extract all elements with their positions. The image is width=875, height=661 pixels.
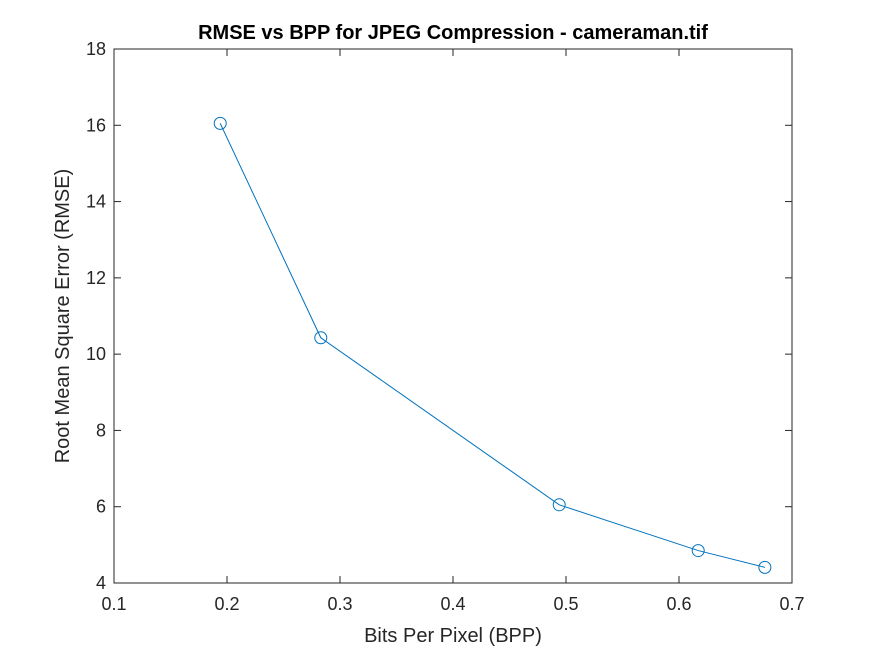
data-point-marker	[758, 560, 772, 574]
y-tick-label: 16	[86, 115, 106, 135]
y-tick-label: 4	[96, 573, 106, 593]
series-line	[219, 123, 766, 568]
y-axis-label: Root Mean Square Error (RMSE)	[52, 169, 74, 464]
y-tick-label: 6	[96, 497, 106, 517]
x-tick-label: 0.2	[214, 594, 239, 614]
x-tick-label: 0.6	[666, 594, 691, 614]
x-tick-label: 0.1	[101, 594, 126, 614]
y-tick-label: 10	[86, 344, 106, 364]
data-series	[213, 116, 772, 574]
y-tick-label: 18	[86, 39, 106, 59]
x-tick-label: 0.4	[440, 594, 465, 614]
data-point-marker	[213, 116, 227, 130]
x-tick-label: 0.5	[553, 594, 578, 614]
data-point-marker	[552, 498, 566, 512]
plot-area	[114, 49, 792, 583]
data-point-marker	[691, 544, 705, 558]
data-point-marker	[314, 331, 328, 345]
y-tick-label: 12	[86, 268, 106, 288]
x-tick-label: 0.7	[779, 594, 804, 614]
chart-title: RMSE vs BPP for JPEG Compression - camer…	[198, 22, 708, 44]
tick-labels: 0.1 0.2 0.3 0.4 0.5 0.6 0.7 4 6 8 10 12 14 16 18	[86, 39, 805, 614]
axes-box	[113, 48, 793, 584]
x-tick-label: 0.3	[327, 594, 352, 614]
y-tick-label: 14	[86, 192, 106, 212]
y-tick-label: 8	[96, 420, 106, 440]
x-axis-label: Bits Per Pixel (BPP)	[364, 625, 542, 647]
